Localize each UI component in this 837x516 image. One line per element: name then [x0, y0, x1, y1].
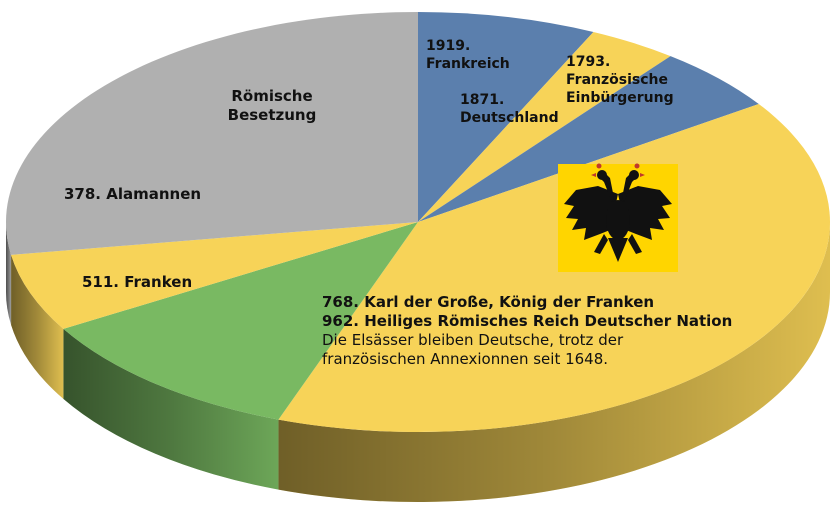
pie-slice-label-line: 962. Heiliges Römisches Reich Deutscher …	[322, 312, 732, 330]
pie-slice-label-line: Die Elsässer bleiben Deutsche, trotz der	[322, 331, 624, 349]
pie-slice-label: 1919. Frankreich	[426, 38, 510, 72]
double-headed-eagle-icon	[558, 163, 678, 272]
pie-slice-label-line: Französische	[566, 72, 668, 88]
pie-slice	[278, 103, 831, 432]
pie-labels: 1919. Frankreich 1871. Deutschland 1793. Fran…	[64, 38, 732, 368]
pie-slice-label: 1871. Deutschland	[460, 92, 559, 126]
pie-slice-label-line: 1919.	[426, 38, 470, 54]
pie-slice-label: 511. Franken	[82, 273, 192, 291]
pie-slice-label-line: 768. Karl der Große, König der Franken	[322, 293, 654, 311]
pie-slice-label-line: 1871.	[460, 92, 504, 108]
pie-slice-side	[6, 222, 12, 325]
pie-slice-label: 378. Alamannen	[64, 185, 201, 203]
pie-slice-label-line: 511. Franken	[82, 273, 192, 291]
pie-slice	[11, 222, 418, 329]
pie-slice-label: 768. Karl der Große, König der Franken 96…	[322, 293, 732, 368]
pie-slice	[418, 12, 594, 222]
pie-slices	[5, 12, 831, 432]
pie-slice-label-line: Deutschland	[460, 110, 559, 126]
pie-slice	[418, 31, 671, 223]
pie-slice-label-line: 1793.	[566, 54, 610, 70]
pie-slice-side	[278, 222, 831, 502]
pie-slice-side	[63, 328, 279, 490]
pie-slice-side	[11, 254, 64, 399]
pie-3d-sides	[6, 222, 831, 502]
pie-slice	[418, 56, 759, 223]
pie-slice-label-line: Römische	[231, 87, 312, 105]
pie-slice-label-line: Frankreich	[426, 56, 510, 72]
pie-slice	[5, 12, 418, 255]
pie-slice-label-line: Einbürgerung	[566, 90, 674, 106]
pie-slice-label: Römische Besetzung	[228, 87, 317, 124]
pie-slice	[63, 222, 418, 420]
pie-slice-label-line: Besetzung	[228, 106, 317, 124]
pie-slice-label-line: französischen Annexionnen seit 1648.	[322, 350, 608, 368]
pie-slice-label-line: 378. Alamannen	[64, 185, 201, 203]
pie-slice-label: 1793. Französische Einbürgerung	[566, 54, 674, 106]
